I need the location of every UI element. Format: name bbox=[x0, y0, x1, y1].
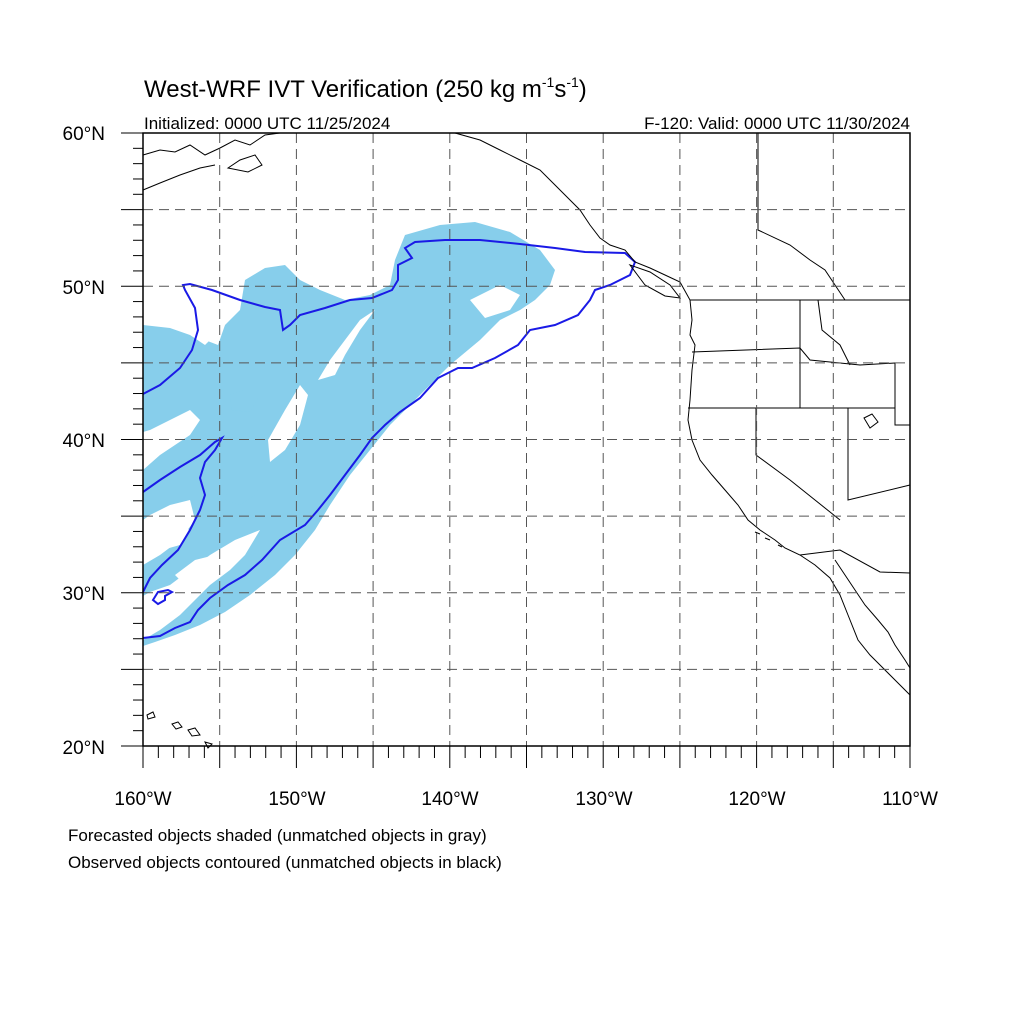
lon-label-130w: 130°W bbox=[575, 789, 632, 810]
lat-label-40: 40°N bbox=[63, 431, 105, 452]
alaska-islands bbox=[226, 154, 263, 173]
oregon-border bbox=[691, 347, 896, 366]
se-alaska-coast bbox=[454, 132, 911, 696]
idaho-border bbox=[817, 299, 851, 366]
forecast-gap bbox=[318, 310, 375, 380]
mexico-border bbox=[799, 549, 911, 574]
axis-ticks bbox=[121, 132, 911, 768]
canada-interior bbox=[757, 133, 846, 301]
graticule bbox=[143, 133, 910, 746]
forecast-gap bbox=[470, 285, 520, 318]
great-salt-lake bbox=[863, 413, 879, 429]
forecast-object-patch bbox=[230, 388, 258, 412]
lat-label-30: 30°N bbox=[63, 584, 105, 605]
lon-label-160w: 160°W bbox=[114, 789, 171, 810]
lat-label-60: 60°N bbox=[63, 124, 105, 145]
baja-coast bbox=[834, 559, 911, 669]
init-time-label: Initialized: 0000 UTC 11/25/2024 bbox=[144, 114, 390, 133]
figure-title: West-WRF IVT Verification (250 kg m-1s-1… bbox=[144, 74, 587, 103]
lat-axis-labels: 60°N 50°N 40°N 30°N 20°N bbox=[63, 124, 105, 759]
hawaii-islands bbox=[146, 711, 213, 749]
legend-observed-note: Observed objects contoured (unmatched ob… bbox=[68, 853, 502, 872]
lat-label-50: 50°N bbox=[63, 278, 105, 299]
alaska-coast bbox=[142, 164, 216, 191]
forecast-gap bbox=[150, 525, 190, 552]
lat-label-20: 20°N bbox=[63, 738, 105, 759]
california-nevada-border bbox=[755, 408, 841, 521]
legend-forecast-note: Forecasted objects shaded (unmatched obj… bbox=[68, 826, 487, 845]
lon-label-120w: 120°W bbox=[728, 789, 785, 810]
nevada-border bbox=[847, 408, 911, 501]
lon-label-140w: 140°W bbox=[421, 789, 478, 810]
lon-axis-labels: 160°W 150°W 140°W 130°W 120°W 110°W bbox=[114, 789, 938, 810]
observed-object-secondary bbox=[142, 435, 225, 593]
lon-label-110w: 110°W bbox=[882, 789, 938, 810]
map-plot-area bbox=[121, 132, 911, 768]
valid-time-label: F-120: Valid: 0000 UTC 11/30/2024 bbox=[644, 114, 910, 133]
forecast-gap bbox=[268, 385, 308, 462]
observed-object-small bbox=[151, 588, 175, 606]
utah-border bbox=[894, 363, 910, 426]
channel-islands bbox=[754, 531, 783, 548]
forecast-object-patch bbox=[225, 470, 265, 505]
lon-label-150w: 150°W bbox=[268, 789, 325, 810]
forecast-ivt-objects bbox=[143, 222, 555, 646]
forecast-object-main bbox=[143, 222, 555, 646]
coastlines-and-borders bbox=[142, 132, 911, 749]
alaska-coast bbox=[142, 132, 281, 156]
forecast-gap bbox=[175, 555, 215, 585]
